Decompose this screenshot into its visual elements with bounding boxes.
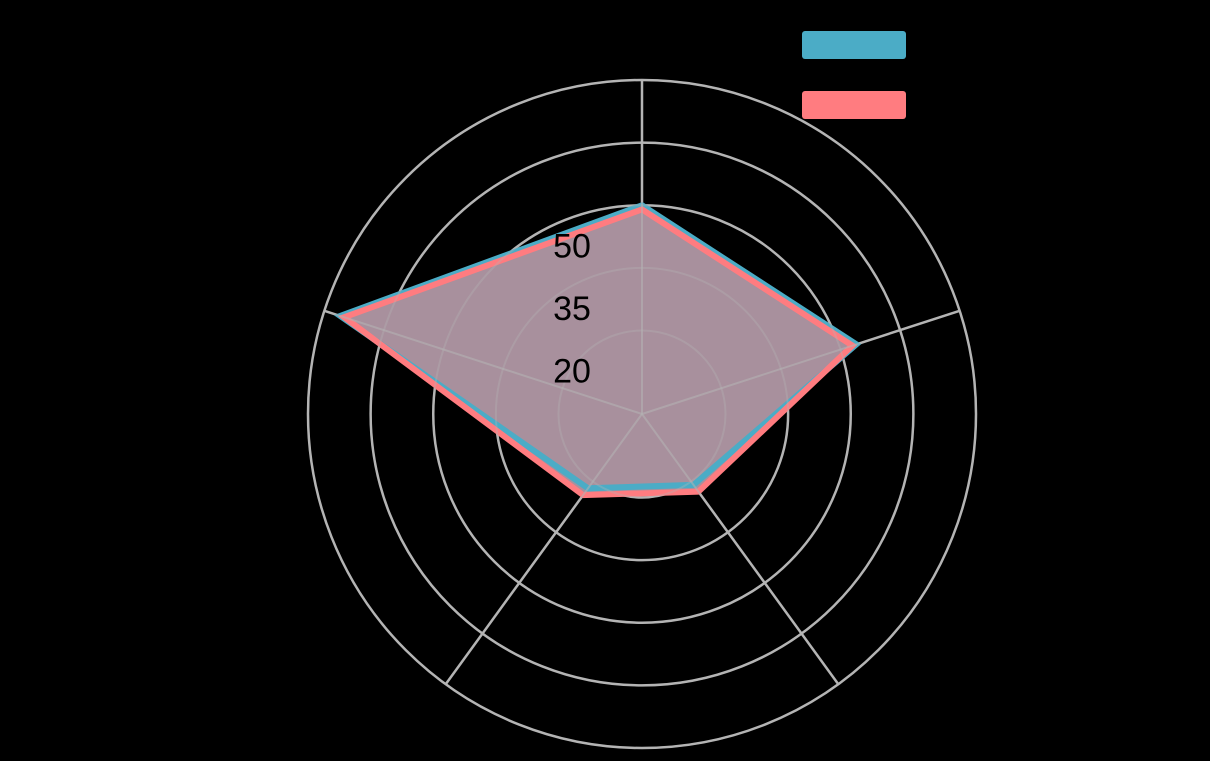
tick-label: 35 <box>553 290 591 328</box>
inner-grid-overlay <box>307 79 977 749</box>
series-lines <box>333 201 862 499</box>
legend-item-series-1 <box>802 31 920 59</box>
legend-item-series-2 <box>802 91 920 119</box>
tick-label: 20 <box>553 353 591 391</box>
series-area <box>344 209 853 496</box>
series-fill <box>340 205 857 496</box>
grid-spoke-overlay <box>641 309 960 415</box>
grid-spoke-overlay <box>444 413 643 685</box>
legend-swatch-pink <box>802 91 906 119</box>
tick-label: 80 <box>553 102 591 140</box>
legend-swatch-blue <box>802 31 906 59</box>
grid-spoke-overlay <box>324 309 643 415</box>
tick-label: 50 <box>553 227 591 265</box>
tick-label: 65 <box>553 165 591 203</box>
legend <box>802 31 920 151</box>
radial-tick-labels: 20 35 50 65 80 <box>553 102 591 391</box>
series-line-2 <box>337 206 858 499</box>
grid-spoke-overlay <box>641 413 840 685</box>
